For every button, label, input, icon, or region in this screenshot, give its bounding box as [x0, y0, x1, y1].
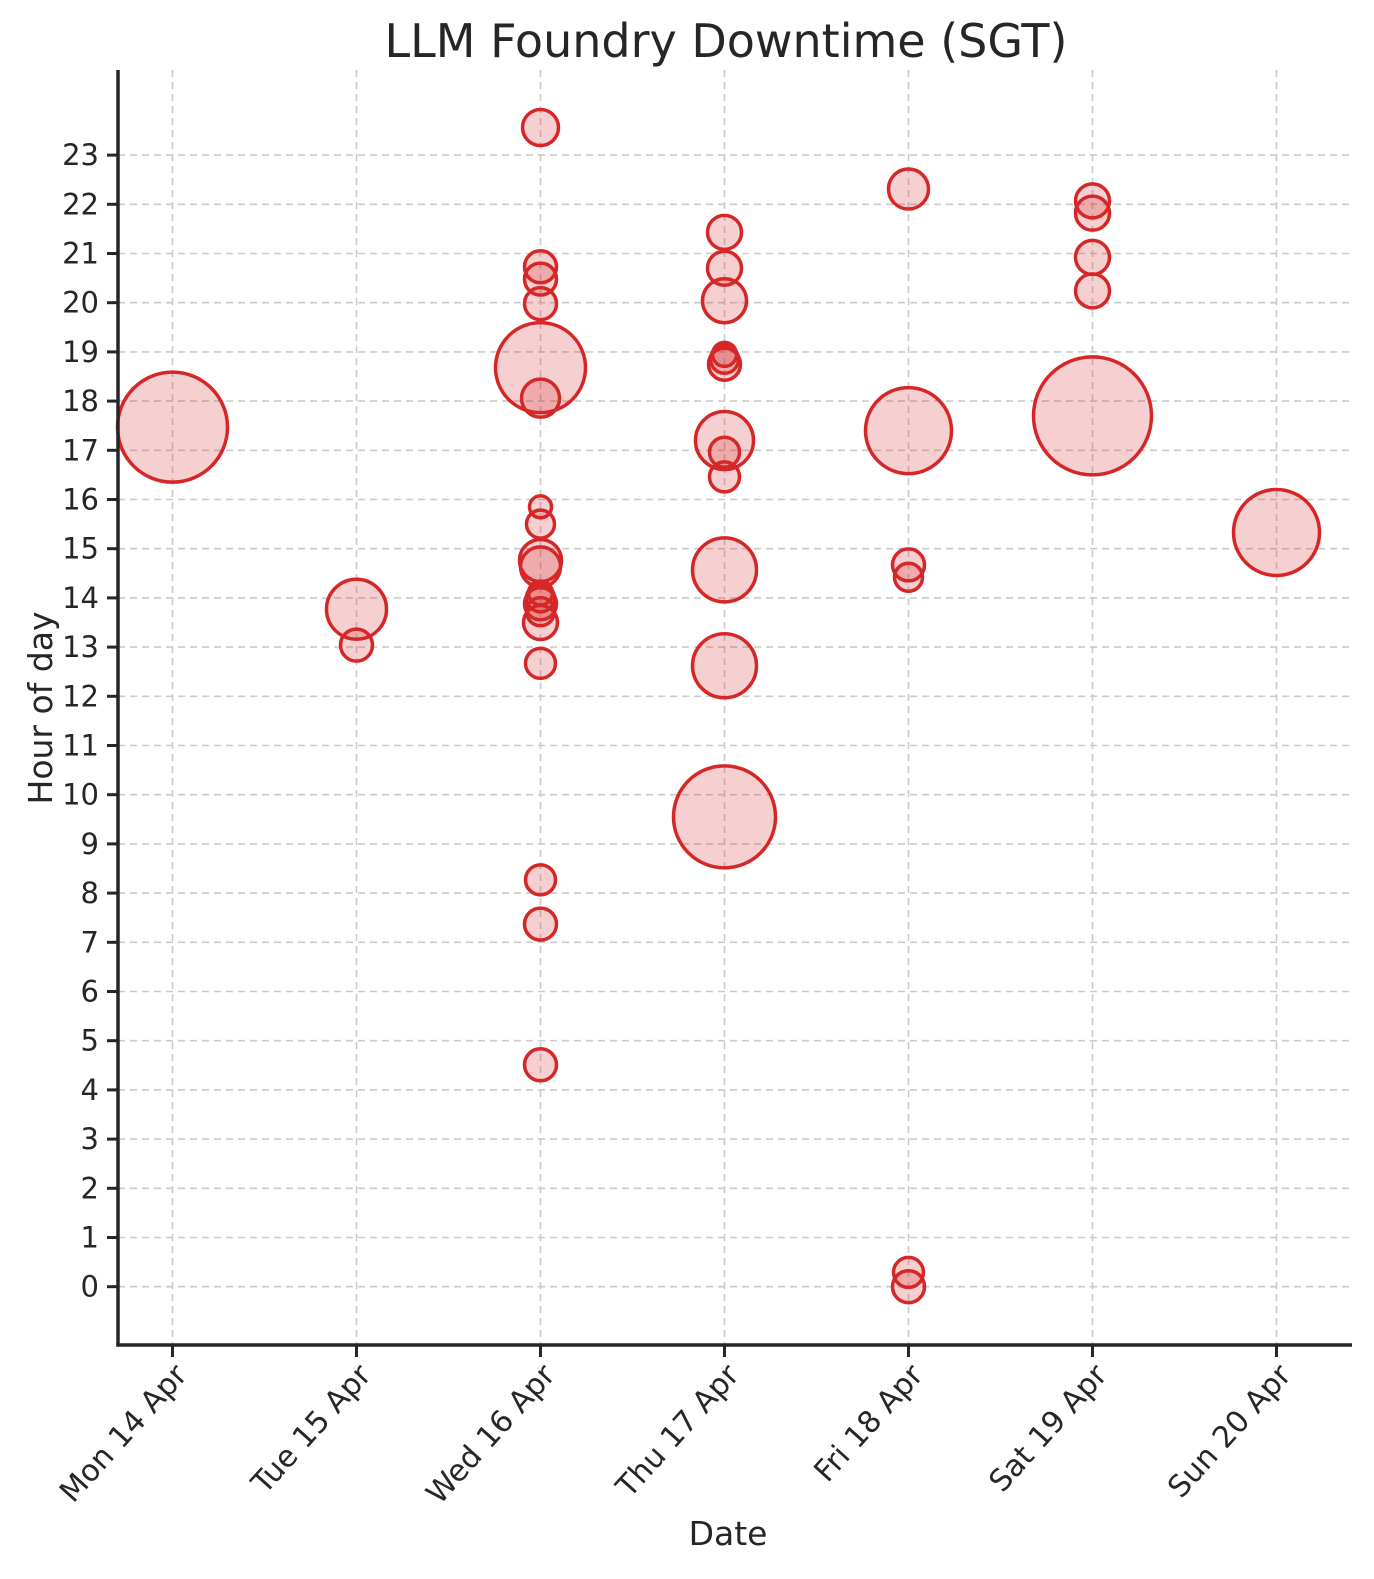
downtime-bubble — [671, 764, 778, 870]
downtime-bubble — [700, 276, 749, 325]
x-tick-label: Thu 17 Apr — [609, 1357, 747, 1505]
downtime-bubble — [1073, 194, 1112, 232]
downtime-bubble — [707, 460, 742, 494]
downtime-bubble — [707, 435, 742, 470]
downtime-bubble — [891, 1255, 926, 1290]
y-axis-label: Hour of day — [21, 612, 60, 805]
y-tick-label: 19 — [62, 335, 99, 369]
y-tick-label: 12 — [62, 679, 99, 713]
downtime-bubble — [527, 494, 554, 520]
y-tick-label: 9 — [81, 827, 99, 861]
y-tick-label: 17 — [62, 433, 99, 467]
downtime-bubble — [708, 343, 741, 376]
y-tick-label: 20 — [62, 286, 99, 320]
x-tick-label: Fri 18 Apr — [807, 1357, 930, 1489]
downtime-bubble — [493, 320, 588, 415]
downtime-bubble — [522, 906, 559, 942]
y-tick-label: 0 — [81, 1270, 99, 1304]
downtime-bubble — [1031, 355, 1154, 477]
y-tick-label: 23 — [62, 138, 99, 172]
downtime-bubble — [338, 627, 375, 663]
downtime-bubble — [705, 249, 744, 288]
downtime-bubble — [690, 536, 759, 604]
downtime-bubble — [1073, 238, 1112, 277]
y-tick-label: 21 — [62, 237, 99, 271]
downtime-bubble — [522, 285, 559, 322]
downtime-bubble — [1073, 182, 1112, 220]
downtime-bubble — [705, 213, 744, 252]
y-tick-label: 2 — [81, 1171, 99, 1205]
downtime-bubble — [522, 1047, 559, 1083]
downtime-bubble — [710, 340, 739, 369]
y-tick-label: 15 — [62, 532, 99, 566]
y-tick-label: 10 — [62, 778, 99, 812]
tick-marks — [107, 153, 1278, 1357]
grid-lines — [118, 70, 1352, 1345]
downtime-bubble — [523, 863, 558, 897]
chart-title: LLM Foundry Downtime (SGT) — [385, 14, 1068, 68]
downtime-bubble — [886, 167, 931, 211]
y-tick-label: 13 — [62, 630, 99, 664]
bubbles — [115, 107, 1322, 1305]
y-tick-label: 7 — [81, 925, 99, 959]
downtime-bubble — [324, 577, 389, 641]
y-tick-label: 6 — [81, 975, 99, 1009]
downtime-bubble — [522, 261, 559, 297]
y-tick-label: 3 — [81, 1122, 99, 1156]
x-tick-label: Sat 19 Apr — [982, 1357, 1114, 1499]
y-tick-label: 8 — [81, 876, 99, 910]
y-tick-label: 11 — [62, 729, 99, 763]
y-tick-label: 14 — [62, 581, 99, 615]
x-axis-label: Date — [689, 1514, 768, 1553]
downtime-bubble — [526, 579, 555, 607]
x-tick-label: Mon 14 Apr — [53, 1357, 195, 1509]
y-tick-label: 22 — [62, 187, 99, 221]
downtime-bubble — [1073, 272, 1112, 310]
downtime-bubble — [863, 385, 954, 476]
y-tick-label: 5 — [81, 1024, 99, 1058]
x-tick-label: Wed 16 Apr — [420, 1357, 563, 1511]
downtime-bubble — [519, 377, 562, 419]
y-tick-label: 1 — [81, 1221, 99, 1255]
axes-spines — [116, 70, 1352, 1347]
x-tick-label: Tue 15 Apr — [244, 1357, 378, 1501]
x-tick-label: Sun 20 Apr — [1161, 1357, 1299, 1504]
y-tick-label: 18 — [62, 384, 99, 418]
downtime-bubble — [892, 561, 925, 593]
downtime-bubble — [1231, 487, 1322, 578]
downtime-bubble — [115, 370, 230, 484]
downtime-bubble — [520, 107, 561, 148]
downtime-bubble — [690, 632, 759, 700]
y-tick-label: 4 — [81, 1073, 99, 1107]
downtime-bubble — [523, 646, 558, 681]
y-tick-label: 16 — [62, 483, 99, 517]
downtime-bubble — [522, 249, 559, 285]
